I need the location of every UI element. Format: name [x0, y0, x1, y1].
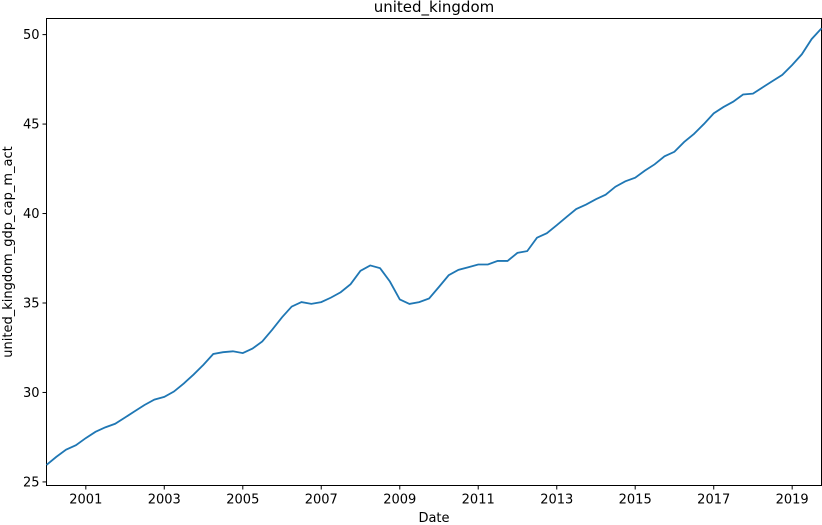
y-tick-label: 45 [23, 118, 40, 133]
x-tick-label: 2007 [305, 493, 338, 508]
y-tick-label: 30 [23, 386, 40, 401]
x-axis-label: Date [418, 511, 449, 525]
y-tick-label: 40 [23, 207, 40, 222]
x-tick-label: 2001 [69, 493, 102, 508]
x-tick-label: 2009 [383, 493, 416, 508]
y-tick-label: 25 [23, 475, 40, 490]
y-tick-label: 35 [23, 296, 40, 311]
x-tick-label: 2017 [697, 493, 730, 508]
x-tick-label: 2005 [226, 493, 259, 508]
x-axis: 2001 2003 2005 2007 2009 2011 2013 2015 2017 2019 [69, 485, 809, 508]
plot-frame [46, 18, 822, 486]
x-tick-label: 2015 [619, 493, 652, 508]
chart-title: united_kingdom [374, 0, 495, 17]
x-tick-label: 2013 [540, 493, 573, 508]
x-tick-label: 2003 [148, 493, 181, 508]
series-line [45, 27, 822, 466]
y-axis: 25 30 35 40 45 50 [23, 28, 47, 490]
x-tick-label: 2019 [776, 493, 809, 508]
y-axis-label: united_kingdom_gdp_cap_m_act [1, 146, 16, 357]
x-tick-label: 2011 [462, 493, 495, 508]
y-tick-label: 50 [23, 28, 40, 43]
